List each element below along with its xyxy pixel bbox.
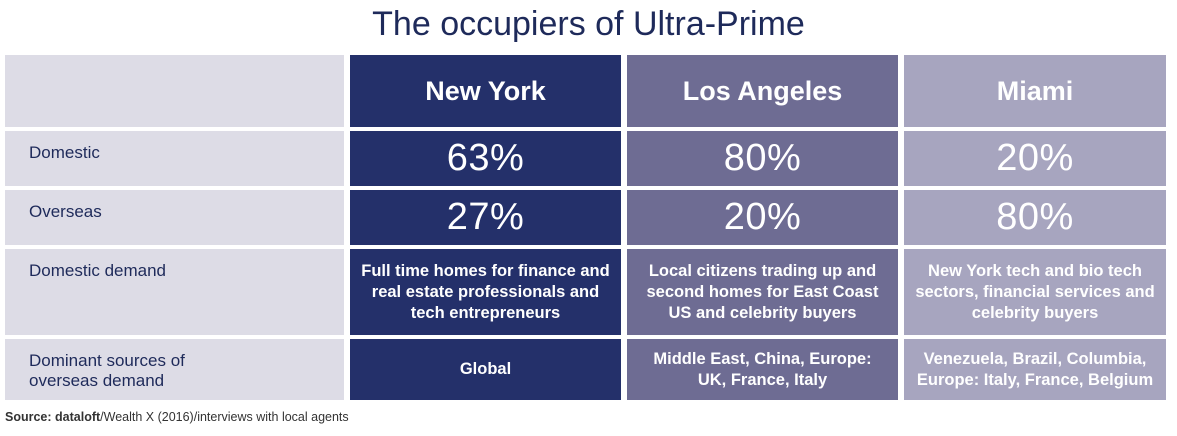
domestic-demand-los-angeles: Local citizens trading up and second hom…	[627, 249, 898, 335]
chart-title: The occupiers of Ultra-Prime	[372, 5, 805, 43]
overseas-new-york-value: 27%	[350, 190, 621, 245]
domestic-demand-new-york: Full time homes for finance and real est…	[350, 249, 621, 335]
domestic-miami-value: 20%	[904, 131, 1166, 186]
source-rest: /Wealth X (2016)/interviews with local a…	[100, 410, 349, 424]
column-header-los-angeles: Los Angeles	[627, 55, 898, 127]
source-note: Source: dataloft/Wealth X (2016)/intervi…	[5, 410, 349, 424]
source-brand: dataloft	[55, 410, 101, 424]
row-label-domestic-demand: Domestic demand	[5, 249, 344, 335]
domestic-los-angeles-value: 80%	[627, 131, 898, 186]
occupiers-table: New York Los Angeles Miami Domestic 63% …	[5, 55, 1166, 400]
table-corner	[5, 55, 344, 127]
overseas-miami-value: 80%	[904, 190, 1166, 245]
overseas-sources-new-york: Global	[350, 339, 621, 400]
row-label-overseas-sources: Dominant sources of overseas demand	[5, 339, 344, 400]
domestic-new-york-value: 63%	[350, 131, 621, 186]
column-header-new-york: New York	[350, 55, 621, 127]
row-label-domestic: Domestic	[5, 131, 344, 186]
overseas-sources-los-angeles: Middle East, China, Europe: UK, France, …	[627, 339, 898, 400]
source-prefix: Source:	[5, 410, 56, 424]
row-label-overseas: Overseas	[5, 190, 344, 245]
overseas-los-angeles-value: 20%	[627, 190, 898, 245]
overseas-sources-miami: Venezuela, Brazil, Columbia, Europe: Ita…	[904, 339, 1166, 400]
domestic-demand-miami: New York tech and bio tech sectors, fina…	[904, 249, 1166, 335]
column-header-miami: Miami	[904, 55, 1166, 127]
